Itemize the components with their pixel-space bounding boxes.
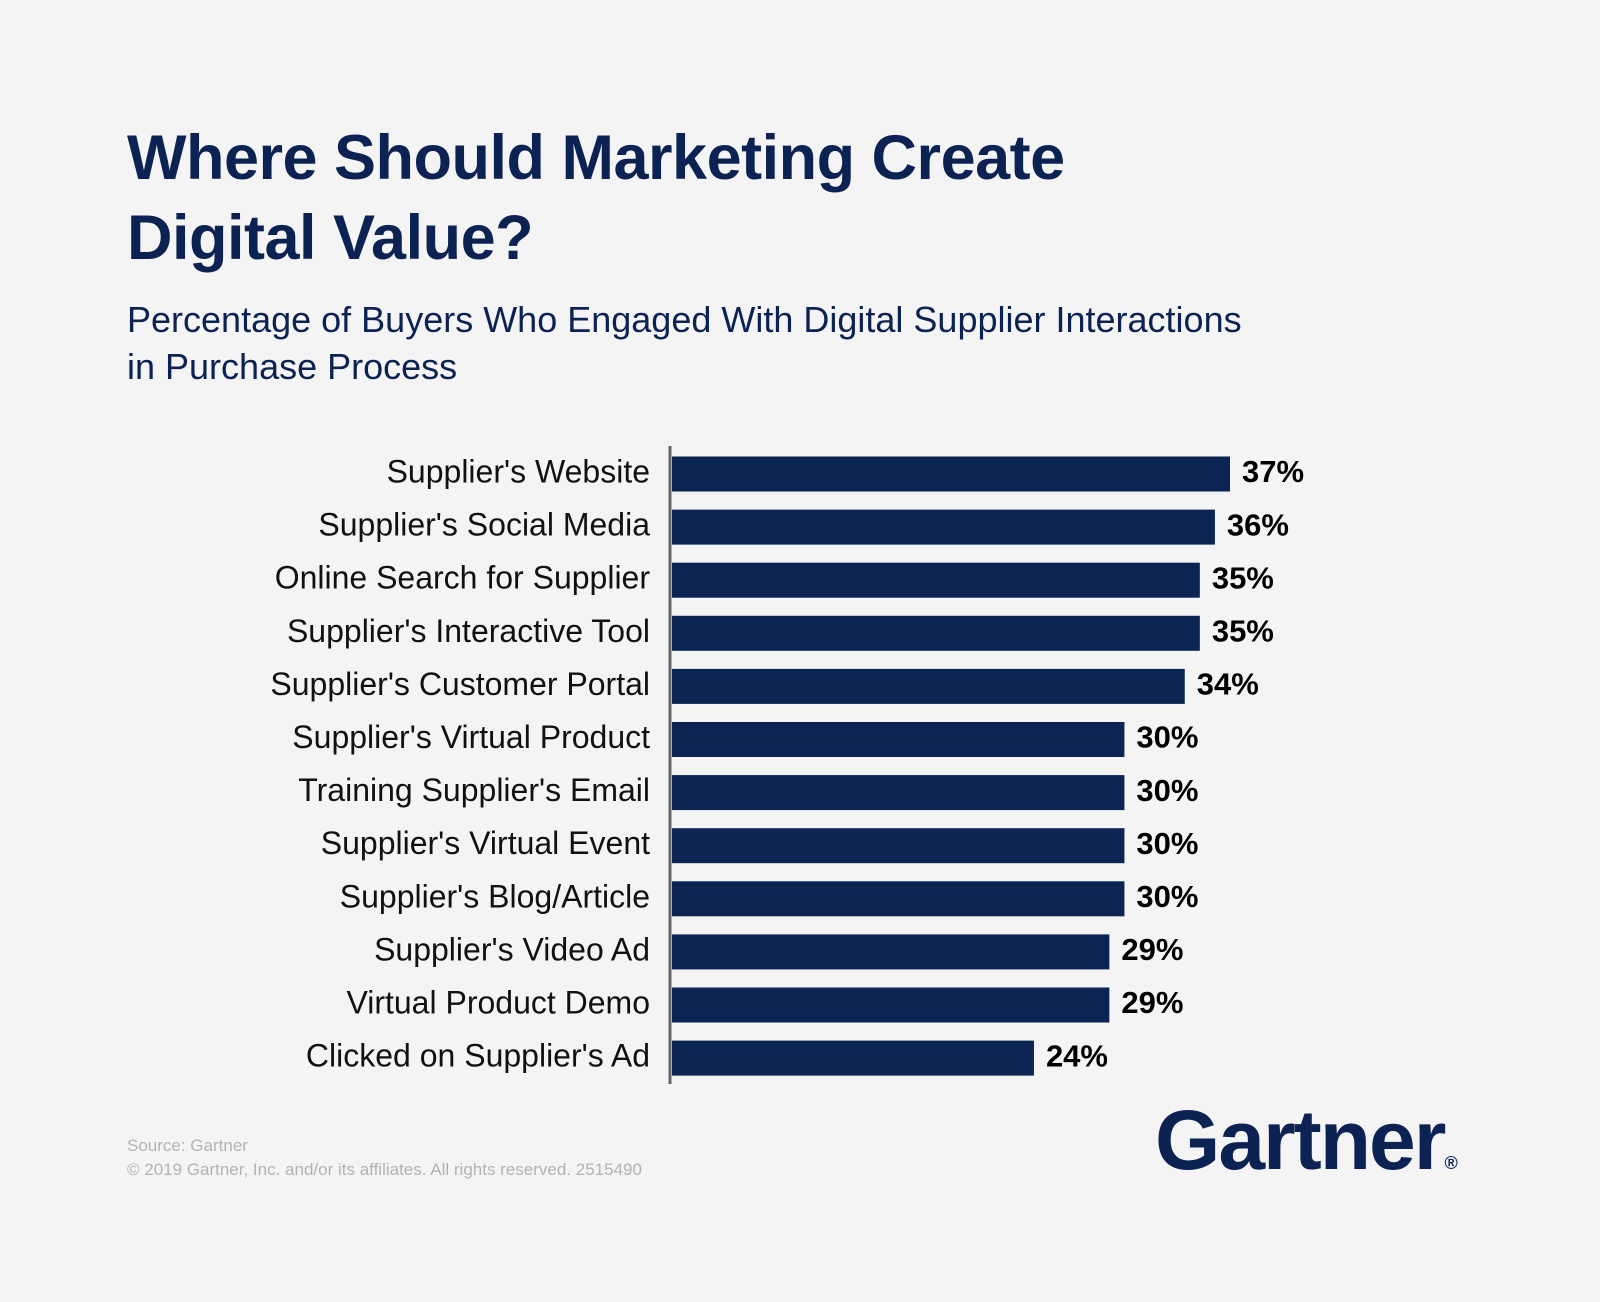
category-label: Online Search for Supplier	[275, 560, 651, 596]
bar	[672, 934, 1110, 970]
category-label: Virtual Product Demo	[346, 984, 650, 1020]
value-label: 29%	[1121, 932, 1183, 967]
value-label: 30%	[1136, 879, 1198, 914]
bar	[672, 509, 1215, 545]
bar	[672, 987, 1110, 1023]
bar	[672, 562, 1200, 598]
value-label: 30%	[1136, 773, 1198, 808]
value-label: 34%	[1197, 667, 1259, 702]
source: Source: Gartner	[127, 1136, 248, 1155]
logo: Gartner®	[1155, 1092, 1458, 1189]
category-label: Clicked on Supplier's Ad	[306, 1038, 650, 1074]
bar	[672, 881, 1125, 917]
chart-title: Where Should Marketing Create Digital Va…	[127, 123, 1065, 273]
category-label: Supplier's Social Media	[318, 507, 650, 543]
bar	[672, 615, 1200, 651]
bar	[672, 828, 1125, 864]
bar	[672, 1040, 1034, 1076]
value-label: 29%	[1121, 985, 1183, 1020]
chart-subtitle: Percentage of Buyers Who Engaged With Di…	[127, 299, 1242, 387]
category-label: Supplier's Video Ad	[374, 931, 650, 967]
category-label: Supplier's Virtual Product	[292, 719, 650, 755]
value-label: 30%	[1136, 720, 1198, 755]
footer: Source: Gartner © 2019 Gartner, Inc. and…	[127, 1134, 642, 1182]
category-label: Supplier's Customer Portal	[270, 666, 650, 702]
bar	[672, 775, 1125, 811]
value-label: 35%	[1212, 613, 1274, 648]
value-label: 35%	[1212, 560, 1274, 595]
value-label: 36%	[1227, 507, 1289, 542]
value-label: 24%	[1046, 1038, 1108, 1073]
bar	[672, 722, 1125, 757]
category-label: Supplier's Website	[387, 453, 650, 489]
category-label: Supplier's Virtual Event	[321, 825, 650, 861]
logo-mark: ®	[1444, 1153, 1458, 1173]
category-label: Supplier's Blog/Article	[340, 878, 650, 914]
category-label: Supplier's Interactive Tool	[287, 613, 650, 649]
logo-text: Gartner	[1155, 1093, 1446, 1187]
bar	[672, 668, 1185, 704]
category-label: Training Supplier's Email	[298, 772, 650, 808]
bar	[672, 456, 1230, 492]
value-label: 30%	[1136, 826, 1198, 861]
copyright: © 2019 Gartner, Inc. and/or its affiliat…	[127, 1160, 642, 1179]
value-label: 37%	[1242, 454, 1304, 489]
